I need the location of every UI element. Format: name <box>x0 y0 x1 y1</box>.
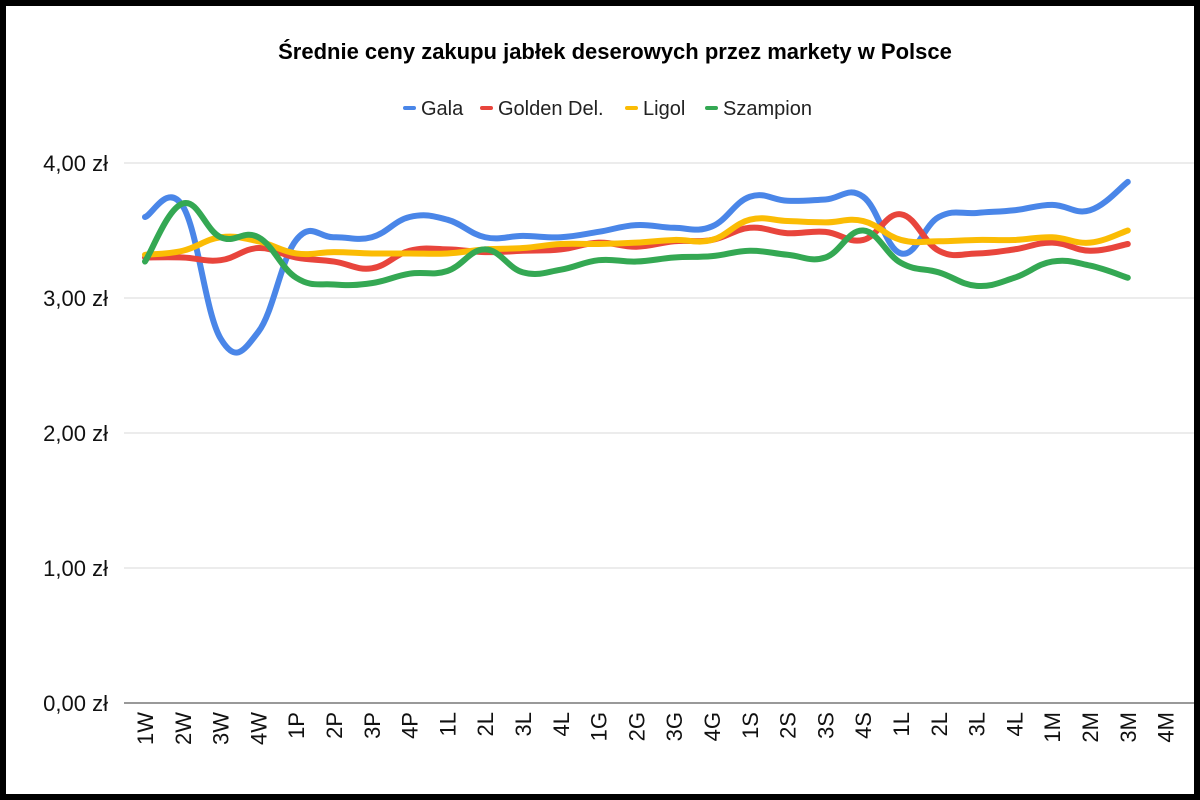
x-tick-label: 1L <box>889 712 914 736</box>
y-axis-ticks: 0,00 zł 1,00 zł 2,00 zł 3,00 zł 4,00 zł <box>43 151 108 716</box>
chart-frame: Średnie ceny zakupu jabłek deserowych pr… <box>6 6 1194 794</box>
series-line-gala <box>142 178 1131 356</box>
x-tick-label: 3G <box>662 712 687 741</box>
x-tick-label: 3L <box>965 712 990 736</box>
x-tick-label: 1S <box>738 712 763 739</box>
x-tick-label: 2P <box>322 712 347 739</box>
x-tick-label: 1G <box>587 712 612 741</box>
x-tick-label: 3P <box>360 712 385 739</box>
x-tick-label: 3W <box>209 712 234 745</box>
line-chart: Średnie ceny zakupu jabłek deserowych pr… <box>43 39 1194 745</box>
x-tick-label: 2L <box>473 712 498 736</box>
x-tick-label: 4S <box>851 712 876 739</box>
x-tick-label: 2W <box>171 712 196 745</box>
x-tick-label: 3S <box>813 712 838 739</box>
legend-label: Szampion <box>723 98 812 120</box>
series-line-golden-del <box>142 211 1131 272</box>
x-tick-label: 4L <box>1002 712 1027 736</box>
y-tick-label: 3,00 zł <box>43 286 108 311</box>
x-tick-label: 1P <box>284 712 309 739</box>
y-tick-label: 4,00 zł <box>43 151 108 176</box>
gridlines <box>124 162 1194 704</box>
x-tick-label: 4P <box>398 712 423 739</box>
legend: Gala Golden Del. Ligol Szampion <box>403 98 812 120</box>
series-lines <box>142 178 1131 356</box>
series-line-szampion <box>142 200 1131 290</box>
y-tick-label: 1,00 zł <box>43 556 108 581</box>
x-tick-label: 2G <box>624 712 649 741</box>
x-tick-label: 2M <box>1078 712 1103 743</box>
chart-title: Średnie ceny zakupu jabłek deserowych pr… <box>278 39 952 64</box>
y-tick-label: 2,00 zł <box>43 421 108 446</box>
x-tick-label: 2L <box>927 712 952 736</box>
x-tick-label: 2S <box>776 712 801 739</box>
y-tick-label: 0,00 zł <box>43 691 108 716</box>
x-tick-label: 3L <box>511 712 536 736</box>
legend-label: Ligol <box>643 98 685 120</box>
x-tick-label: 4L <box>549 712 574 736</box>
x-tick-label: 1M <box>1040 712 1065 743</box>
x-tick-label: 3M <box>1116 712 1141 743</box>
x-tick-label: 4W <box>246 712 271 745</box>
x-tick-label: 4G <box>700 712 725 741</box>
x-tick-label: 4M <box>1154 712 1179 743</box>
x-tick-label: 1W <box>133 712 158 745</box>
x-axis-ticks: 1W 2W 3W 4W 1P 2P 3P 4P 1L 2L 3L 4L 1G 2G 3G 4G 1S 2S 3S 4S… <box>133 712 1179 745</box>
x-tick-label: 1L <box>435 712 460 736</box>
legend-label: Golden Del. <box>498 98 604 120</box>
legend-label: Gala <box>421 98 464 120</box>
series-line-ligol <box>142 215 1131 258</box>
